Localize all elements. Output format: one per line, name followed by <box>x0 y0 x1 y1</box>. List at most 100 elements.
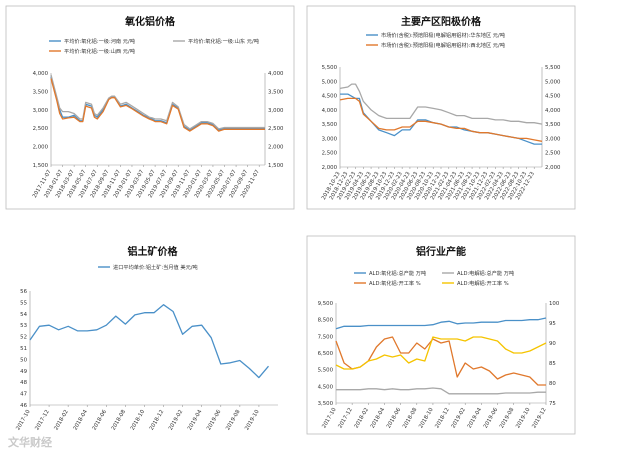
y-tick-label: 50 <box>20 357 27 363</box>
y2-tick-label: 3,000 <box>545 136 561 142</box>
y-tick-label: 5,500 <box>322 65 338 71</box>
x-tick-label: 2018-12 <box>434 407 450 430</box>
x-tick-label: 2019-12 <box>531 407 547 430</box>
series-line-1 <box>336 387 546 395</box>
x-tick-label: 2019-02 <box>451 407 467 430</box>
legend-label: 平均价:氧化铝:一级:河南 元/吨 <box>64 37 135 45</box>
x-tick-label: 2018-12 <box>149 409 165 432</box>
y-tick-label: 46 <box>20 403 27 409</box>
y-tick-label: 4,000 <box>33 71 49 77</box>
chart-frame <box>306 235 576 435</box>
y-tick-label: 8,500 <box>318 318 334 324</box>
y-tick-label: 3,500 <box>322 122 338 128</box>
legend-label: ALD:电解铝:总产能 万吨 <box>457 269 514 277</box>
x-tick-label: 2018-10 <box>418 407 435 430</box>
series-line-1 <box>50 74 265 130</box>
y-tick-label: 1,500 <box>33 163 49 169</box>
x-tick-label: 2018-08 <box>111 409 128 432</box>
y-tick-label: 51 <box>20 346 27 352</box>
x-tick-label: 2019-10 <box>244 409 261 432</box>
y2-tick-label: 3,500 <box>545 122 561 128</box>
series-line-2 <box>50 78 265 132</box>
chart-bauxite: 铝土矿价格进口平均单价:铝土矿:当月值 美元/吨 46 47 48 49 50 51 52 53… <box>10 235 295 435</box>
y2-tick-label: 75 <box>549 401 556 407</box>
x-tick-label: 2018-02 <box>53 409 69 432</box>
legend-label: 平均价:氧化铝:一级:山东 元/吨 <box>188 37 259 45</box>
y-tick-label: 6,500 <box>318 351 334 357</box>
x-tick-label: 2017-10 <box>15 409 32 432</box>
legend-label: 市场价(含税):预焙阳极(电解铝用铝材):西北地区 元/吨 <box>381 41 505 49</box>
legend-label: 市场价(含税):预焙阳极(电解铝用铝材):华东地区 元/吨 <box>381 31 505 39</box>
y-tick-label: 3,000 <box>33 108 49 114</box>
chart-title: 氧化铝价格 <box>124 15 176 28</box>
x-tick-label: 2018-04 <box>370 407 387 430</box>
chart-title: 铝行业产能 <box>416 245 466 258</box>
y2-tick-label: 5,500 <box>545 65 561 71</box>
x-tick-label: 2017-12 <box>337 407 353 430</box>
y2-tick-label: 3,500 <box>268 89 284 95</box>
series-line-3 <box>335 336 547 370</box>
x-tick-label: 2019-10 <box>515 407 532 430</box>
series-line-2 <box>335 336 546 386</box>
y-tick-label: 48 <box>20 380 27 386</box>
x-tick-label: 2017-10 <box>321 407 338 430</box>
legend-label: 平均价:氧化铝:一级:山西 元/吨 <box>64 47 135 55</box>
x-tick-label: 2018-06 <box>386 407 403 430</box>
y-tick-label: 4,500 <box>322 94 338 100</box>
y-tick-label: 7,500 <box>318 334 334 340</box>
y-tick-label: 52 <box>20 335 27 341</box>
x-tick-label: 2019-08 <box>499 407 516 430</box>
chart-title: 铝土矿价格 <box>128 245 179 258</box>
y-tick-label: 47 <box>20 392 27 398</box>
y2-tick-label: 90 <box>549 341 556 347</box>
chart-anode: 主要产区阳极价格市场价(含税):预焙阳极(电解铝用铝材):华东地区 元/吨 市场价… <box>306 5 576 210</box>
chart-capacity: 铝行业产能 ALD:氧化铝:总产能 万吨 ALD:电解铝:总产能 万吨 ALD:氧化铝… <box>306 235 576 435</box>
y-tick-label: 2,000 <box>33 145 49 151</box>
x-tick-label: 2018-04 <box>73 409 90 432</box>
y2-tick-label: 2,000 <box>545 165 561 171</box>
x-tick-label: 2017-12 <box>34 409 50 432</box>
x-tick-label: 2019-04 <box>187 409 204 432</box>
x-tick-label: 2018-06 <box>92 409 109 432</box>
chart-frame <box>306 5 576 210</box>
chart-alumina: 氧化铝价格平均价:氧化铝:一级:河南 元/吨 平均价:氧化铝:一级:山东 元/吨平… <box>5 5 295 210</box>
legend-label: ALD:氧化铝:开工率 % <box>369 279 421 287</box>
series-line-2 <box>339 83 543 125</box>
y2-tick-label: 3,000 <box>268 108 284 114</box>
y-tick-label: 3,500 <box>33 89 49 95</box>
y-tick-label: 5,000 <box>322 79 338 85</box>
y2-tick-label: 80 <box>549 381 556 387</box>
y2-tick-label: 2,500 <box>545 151 561 157</box>
x-tick-label: 2019-06 <box>483 407 500 430</box>
series-line-0 <box>29 304 269 379</box>
legend-label: 进口平均单价:铝土矿:当月值 美元/吨 <box>113 263 198 271</box>
x-tick-label: 2019-08 <box>225 409 242 432</box>
x-tick-label: 2019-02 <box>168 409 184 432</box>
y-tick-label: 56 <box>20 289 27 295</box>
y-tick-label: 5,500 <box>318 368 334 374</box>
chart-title: 主要产区阳极价格 <box>401 15 482 28</box>
y-tick-label: 55 <box>20 300 27 306</box>
y2-tick-label: 4,000 <box>545 108 561 114</box>
series-line-0 <box>335 317 547 330</box>
y-tick-label: 9,500 <box>318 301 334 307</box>
y2-tick-label: 4,500 <box>545 94 561 100</box>
x-tick-label: 2018-02 <box>354 407 370 430</box>
y-tick-label: 53 <box>20 323 27 329</box>
y2-tick-label: 2,500 <box>268 126 284 132</box>
y-tick-label: 3,500 <box>318 401 334 407</box>
series-line-1 <box>339 97 543 142</box>
y2-tick-label: 5,000 <box>545 79 561 85</box>
y2-tick-label: 95 <box>549 321 556 327</box>
legend-label: ALD:氧化铝:总产能 万吨 <box>369 269 426 277</box>
y-tick-label: 54 <box>20 312 27 318</box>
y-tick-label: 49 <box>20 369 27 375</box>
y2-tick-label: 85 <box>549 361 556 367</box>
y2-tick-label: 100 <box>549 301 560 307</box>
y-tick-label: 2,000 <box>322 165 338 171</box>
y-tick-label: 3,000 <box>322 136 338 142</box>
legend-label: ALD:电解铝:开工率 % <box>457 279 509 287</box>
watermark: 文华财经 <box>8 436 52 449</box>
y-tick-label: 4,500 <box>318 384 334 390</box>
y-tick-label: 4,000 <box>322 108 338 114</box>
